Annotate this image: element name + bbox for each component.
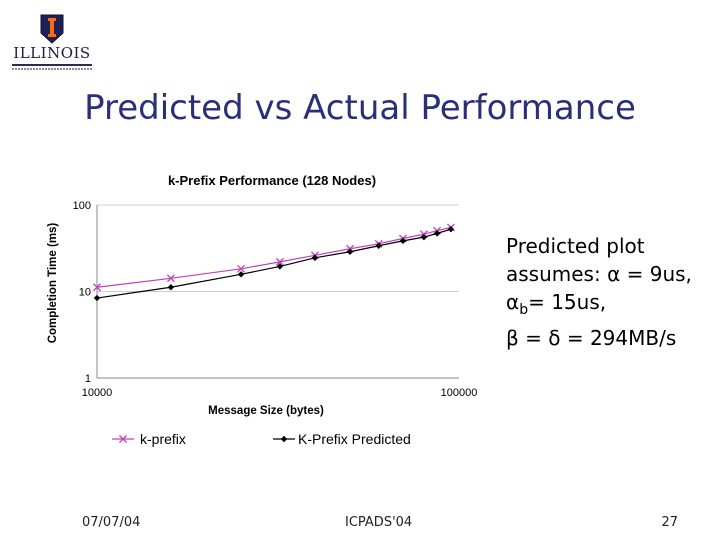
footer-page-number: 27: [661, 515, 678, 530]
note-alpha-subscript: b: [519, 302, 529, 318]
series-0-point-3: [275, 257, 284, 266]
logo-rule: [12, 64, 92, 66]
grid-lines: [97, 204, 459, 292]
footer-date: 07/07/04: [82, 515, 141, 530]
y-tick-label-1: 1: [85, 373, 91, 385]
series-0-point-3-stroke-b: [275, 257, 284, 266]
series-0-point-0: [93, 283, 101, 292]
x-axis-label: Message Size (bytes): [208, 405, 324, 417]
series-1-point-10: [447, 226, 455, 233]
series-lines: [93, 223, 455, 302]
series-0-point-2: [237, 264, 246, 273]
series-0-point-1: [166, 274, 175, 283]
series-0-point-0-stroke-b: [93, 283, 101, 292]
y-axis-label: Completion Time (ms): [47, 223, 59, 344]
x-tick-label-10000: 10000: [82, 387, 113, 399]
illinois-logo: ILLINOIS: [10, 14, 94, 72]
footer-conference: ICPADS'04: [345, 515, 413, 530]
legend-label-0: k-prefix: [140, 431, 186, 447]
logo-wordmark: ILLINOIS: [13, 44, 91, 62]
series-1-point-9: [433, 230, 441, 237]
series-1-point-7: [399, 237, 407, 245]
logo-fine-print: [12, 68, 92, 70]
series-1-point-5: [346, 248, 354, 255]
slide-title: Predicted vs Actual Performance: [84, 88, 636, 128]
series-1-point-6: [375, 242, 382, 249]
note-line-2: assumes: α = 9us,: [506, 262, 692, 286]
series-1-point-0: [93, 294, 101, 302]
tick-labels: 1 10 100 10000 100000: [73, 200, 478, 399]
axes: [96, 205, 459, 379]
series-0-point-1-stroke-b: [166, 274, 175, 283]
note-line-3: αb= 15us,: [506, 288, 716, 324]
legend-marker-0: [119, 435, 127, 443]
model-assumptions-note: Predicted plot assumes: α = 9us, αb= 15u…: [506, 232, 716, 352]
illinois-shield-icon: [40, 14, 64, 44]
performance-chart: k-Prefix Performance (128 Nodes) Complet…: [47, 173, 478, 447]
series-1-point-1: [167, 284, 175, 291]
y-tick-label-10: 10: [79, 287, 91, 299]
note-line-1: Predicted plot: [506, 234, 645, 258]
series-1-point-3: [276, 263, 284, 270]
note-alpha: α: [506, 290, 520, 314]
series-1-point-2: [237, 271, 245, 278]
series-0-point-2-stroke-b: [237, 264, 246, 273]
series-line-0: [96, 226, 452, 288]
note-alpha-b-value: = 15us,: [528, 290, 607, 314]
x-tick-label-100000: 100000: [441, 387, 478, 399]
series-1-point-8: [420, 233, 428, 241]
legend-label-1: K-Prefix Predicted: [298, 431, 411, 447]
legend-marker-1: [280, 435, 288, 443]
legend: k-prefix K-Prefix Predicted: [112, 431, 411, 447]
legend-marker-0-stroke-b: [119, 435, 127, 443]
chart-title: k-Prefix Performance (128 Nodes): [168, 173, 376, 188]
note-line-4: β = δ = 294MB/s: [506, 326, 677, 350]
y-tick-label-100: 100: [73, 200, 91, 212]
